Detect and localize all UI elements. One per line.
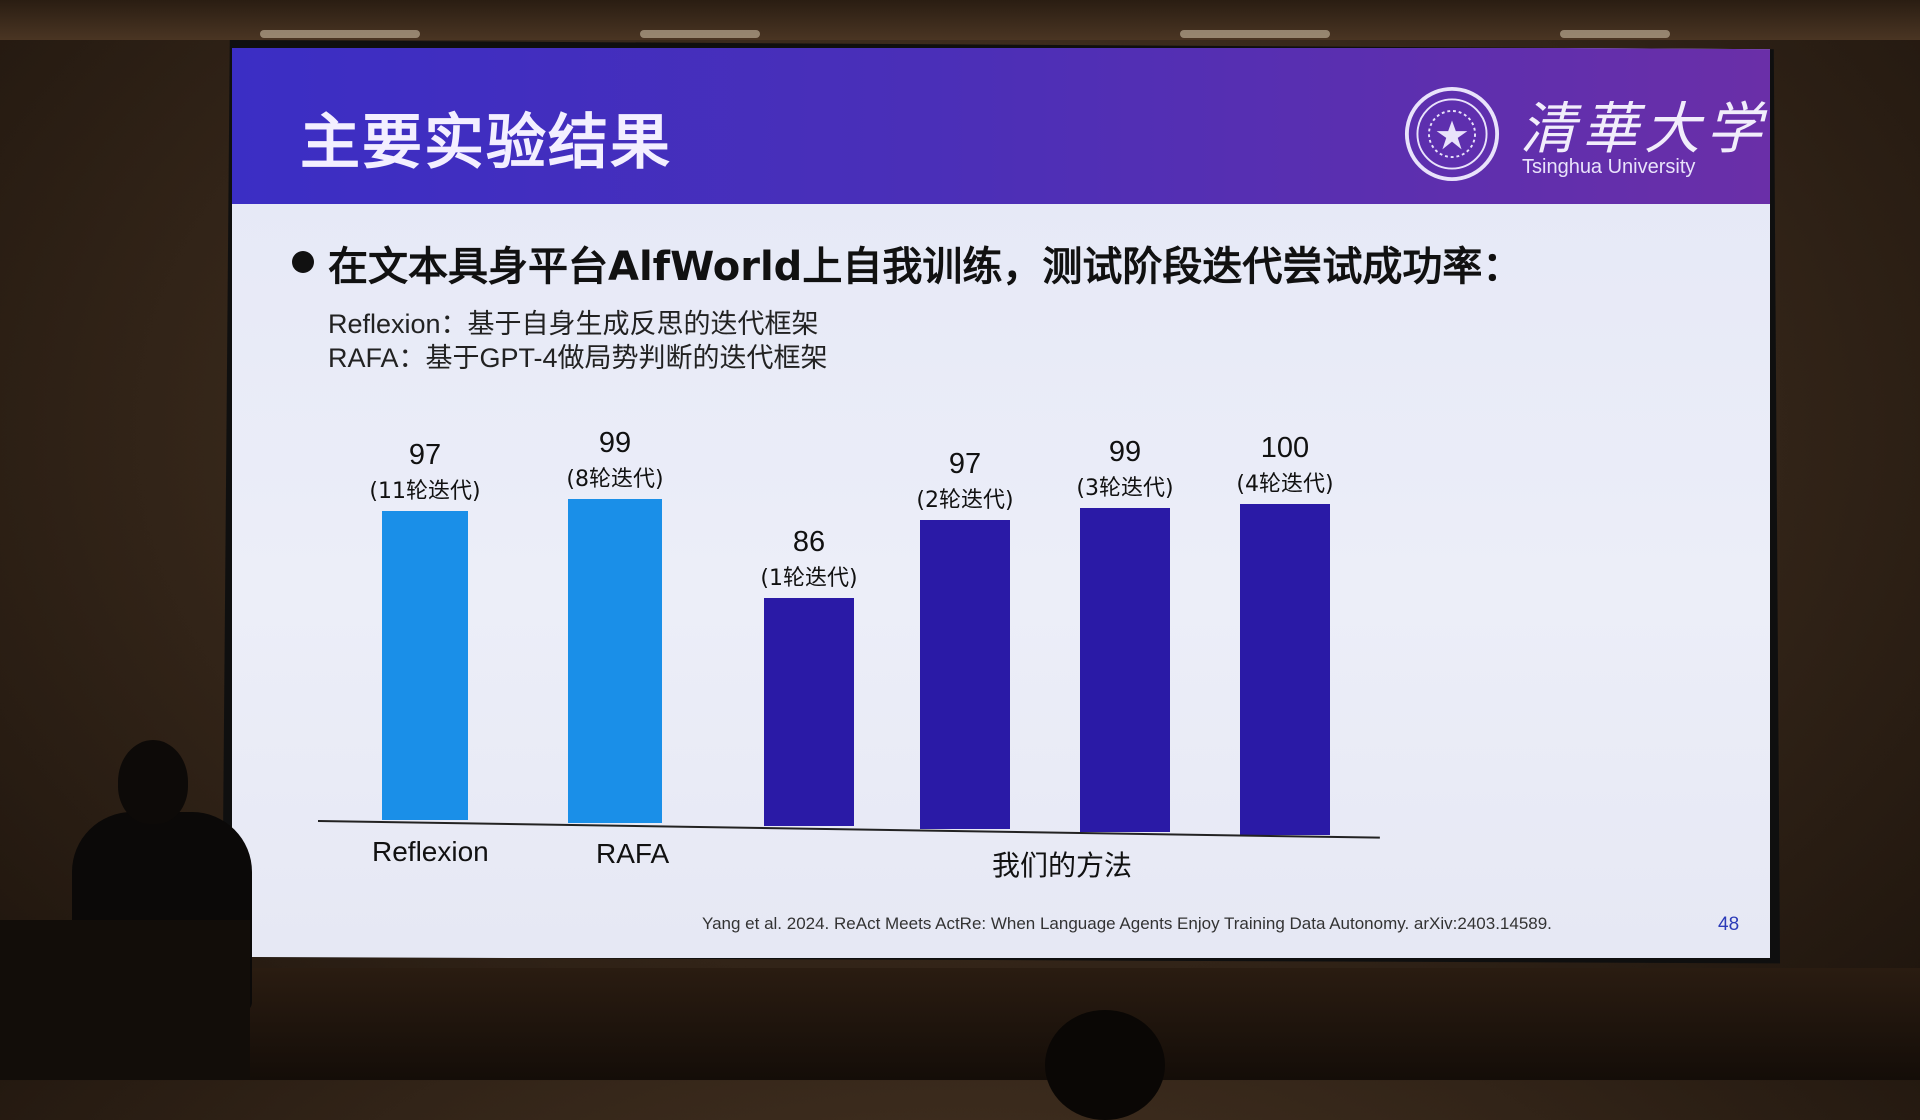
slide: 主要实验结果 清華大学 Tsinghua University 在文本具身平台A… bbox=[232, 48, 1770, 958]
x-label-ours: 我们的方法 bbox=[992, 850, 1133, 881]
tsinghua-seal-icon bbox=[1404, 86, 1500, 182]
bullet-heading: 在文本具身平台AlfWorld上自我训练，测试阶段迭代尝试成功率： bbox=[328, 244, 1523, 290]
bar-5 bbox=[1240, 504, 1330, 835]
ceiling-light bbox=[1560, 30, 1670, 38]
bar-2 bbox=[764, 598, 854, 826]
x-label-rafa: RAFA bbox=[596, 838, 670, 869]
ceiling-light bbox=[260, 30, 420, 38]
bar-1 bbox=[568, 499, 662, 823]
bar-value-label: 99 bbox=[1108, 436, 1142, 469]
university-name-en: Tsinghua University bbox=[1522, 156, 1696, 178]
ceiling bbox=[0, 0, 1920, 40]
bar-iteration-note: (3轮迭代) bbox=[1076, 476, 1174, 502]
bar-iteration-note: (2轮迭代) bbox=[916, 488, 1014, 514]
bar-0 bbox=[382, 511, 468, 820]
x-label-reflexion: Reflexion bbox=[372, 836, 489, 867]
citation: Yang et al. 2024. ReAct Meets ActRe: Whe… bbox=[702, 914, 1552, 933]
bar-4 bbox=[1080, 508, 1170, 832]
bar-value-label: 97 bbox=[408, 439, 442, 472]
presenter-head bbox=[118, 740, 188, 824]
bar-iteration-note: (4轮迭代) bbox=[1236, 472, 1334, 497]
bar-value-label: 86 bbox=[792, 526, 826, 559]
bar-value-label: 100 bbox=[1260, 432, 1310, 464]
bar-value-label: 99 bbox=[598, 427, 632, 460]
slide-header: 主要实验结果 清華大学 Tsinghua University bbox=[232, 48, 1770, 204]
ceiling-light bbox=[1180, 30, 1330, 38]
ceiling-light bbox=[640, 30, 760, 38]
sub-line-reflexion: Reflexion：基于自身生成反思的迭代框架 bbox=[328, 309, 819, 339]
bar-3 bbox=[920, 520, 1010, 829]
bullet-dot bbox=[292, 251, 314, 273]
bar-iteration-note: (1轮迭代) bbox=[760, 566, 858, 592]
university-name-cn: 清華大学 bbox=[1520, 97, 1768, 162]
audience-head bbox=[1045, 1010, 1165, 1120]
projection-screen: 主要实验结果 清華大学 Tsinghua University 在文本具身平台A… bbox=[222, 40, 1780, 964]
room-floor bbox=[0, 968, 1920, 1080]
bar-iteration-note: (8轮迭代) bbox=[566, 467, 664, 493]
lectern bbox=[0, 920, 250, 1080]
bar-value-label: 97 bbox=[948, 448, 982, 481]
sub-line-rafa: RAFA：基于GPT-4做局势判断的迭代框架 bbox=[328, 343, 828, 373]
page-number: 48 bbox=[1718, 914, 1740, 935]
bar-iteration-note: (11轮迭代) bbox=[369, 479, 481, 505]
slide-title: 主要实验结果 bbox=[300, 108, 672, 178]
